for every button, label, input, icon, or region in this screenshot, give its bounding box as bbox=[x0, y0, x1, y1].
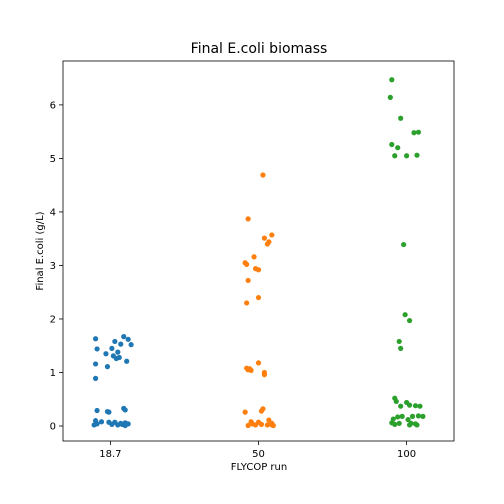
data-point-18.7-14 bbox=[92, 361, 99, 367]
data-point-18.7-16 bbox=[92, 375, 99, 381]
data-point-100-25 bbox=[415, 413, 422, 419]
data-point-50-10 bbox=[255, 267, 262, 273]
data-point-100-30 bbox=[396, 420, 402, 426]
data-point-50-1 bbox=[245, 216, 251, 222]
data-point-18.7-9 bbox=[103, 351, 109, 357]
y-axis: 0 1 2 3 4 5 6 bbox=[50, 100, 63, 433]
x-axis: 18.7 50 100 bbox=[99, 441, 416, 460]
data-point-50-34 bbox=[270, 422, 276, 429]
data-point-18.7-0 bbox=[92, 336, 99, 342]
data-point-100-34 bbox=[406, 422, 413, 428]
data-point-100-28 bbox=[405, 416, 411, 423]
data-point-18.7-23 bbox=[98, 419, 105, 425]
data-point-100-10 bbox=[401, 241, 407, 248]
data-point-50-6 bbox=[251, 254, 257, 260]
data-point-100-35 bbox=[414, 422, 420, 428]
data-point-18.7-19 bbox=[122, 407, 128, 413]
data-point-100-18 bbox=[406, 402, 413, 408]
points-layer bbox=[91, 77, 426, 429]
data-point-50-3 bbox=[261, 235, 268, 241]
data-point-18.7-1 bbox=[125, 336, 131, 342]
data-point-50-22 bbox=[258, 408, 265, 414]
data-point-50-2 bbox=[269, 232, 275, 238]
data-point-18.7-6 bbox=[94, 346, 100, 352]
data-point-100-20 bbox=[412, 403, 419, 409]
y-tick-label: 1 bbox=[50, 368, 56, 379]
x-tick-label: 100 bbox=[397, 449, 416, 460]
data-point-18.7-21 bbox=[106, 409, 112, 415]
data-point-50-5 bbox=[264, 241, 270, 247]
data-point-100-23 bbox=[399, 413, 405, 419]
data-point-18.7-34 bbox=[122, 422, 128, 429]
data-point-100-22 bbox=[395, 414, 401, 420]
data-point-18.7-17 bbox=[94, 407, 100, 414]
data-point-18.7-5 bbox=[121, 334, 127, 340]
data-point-100-16 bbox=[393, 398, 399, 404]
data-point-50-20 bbox=[261, 372, 268, 378]
data-point-50-31 bbox=[252, 422, 259, 428]
data-point-18.7-15 bbox=[104, 364, 111, 370]
y-tick-label: 0 bbox=[50, 422, 56, 433]
data-point-100-12 bbox=[406, 317, 413, 324]
data-point-100-1 bbox=[387, 94, 393, 100]
data-point-18.7-29 bbox=[109, 421, 115, 428]
y-tick-label: 3 bbox=[50, 261, 56, 272]
y-tick-label: 4 bbox=[50, 207, 56, 218]
data-point-100-5 bbox=[389, 141, 395, 148]
data-point-18.7-2 bbox=[112, 338, 118, 345]
data-point-50-23 bbox=[242, 409, 248, 415]
data-point-18.7-8 bbox=[115, 349, 121, 355]
data-point-50-8 bbox=[244, 261, 250, 267]
data-point-100-2 bbox=[398, 115, 404, 121]
data-point-100-14 bbox=[398, 345, 404, 352]
data-point-100-9 bbox=[414, 152, 420, 158]
data-point-100-0 bbox=[389, 77, 395, 83]
data-point-50-33 bbox=[245, 422, 251, 429]
x-tick-label: 50 bbox=[252, 449, 265, 460]
data-point-18.7-13 bbox=[124, 358, 130, 364]
data-point-18.7-12 bbox=[113, 355, 119, 362]
data-point-18.7-3 bbox=[118, 341, 124, 347]
data-point-50-12 bbox=[255, 294, 262, 301]
data-point-100-19 bbox=[398, 403, 404, 409]
y-axis-label: Final E.coli (g/L) bbox=[35, 211, 46, 290]
data-point-100-3 bbox=[415, 129, 422, 135]
x-axis-label: FLYCOP run bbox=[231, 462, 287, 473]
data-point-18.7-33 bbox=[91, 422, 97, 428]
y-tick-label: 5 bbox=[50, 154, 56, 165]
data-point-18.7-7 bbox=[109, 345, 115, 352]
data-point-50-13 bbox=[244, 300, 250, 306]
data-point-50-14 bbox=[255, 360, 262, 366]
data-point-50-18 bbox=[248, 367, 254, 373]
data-point-50-11 bbox=[245, 277, 251, 284]
data-point-100-13 bbox=[396, 338, 402, 345]
data-point-100-24 bbox=[409, 413, 416, 419]
data-point-100-21 bbox=[417, 403, 423, 409]
chart-title: Final E.coli biomass bbox=[191, 41, 328, 57]
plot-frame bbox=[62, 60, 455, 442]
data-point-100-7 bbox=[392, 153, 398, 159]
data-point-50-29 bbox=[258, 421, 265, 428]
data-point-100-8 bbox=[404, 153, 410, 159]
data-point-50-30 bbox=[264, 422, 270, 428]
data-point-100-4 bbox=[411, 130, 417, 136]
data-point-18.7-30 bbox=[115, 422, 121, 428]
data-point-50-0 bbox=[260, 172, 266, 178]
data-point-100-26 bbox=[420, 413, 426, 419]
data-point-100-11 bbox=[402, 312, 408, 318]
data-point-100-6 bbox=[395, 145, 401, 151]
data-point-18.7-4 bbox=[128, 342, 134, 348]
y-tick-label: 2 bbox=[50, 314, 56, 325]
y-tick-label: 6 bbox=[50, 100, 56, 111]
data-point-100-33 bbox=[392, 421, 398, 428]
x-tick-label: 18.7 bbox=[99, 449, 121, 460]
